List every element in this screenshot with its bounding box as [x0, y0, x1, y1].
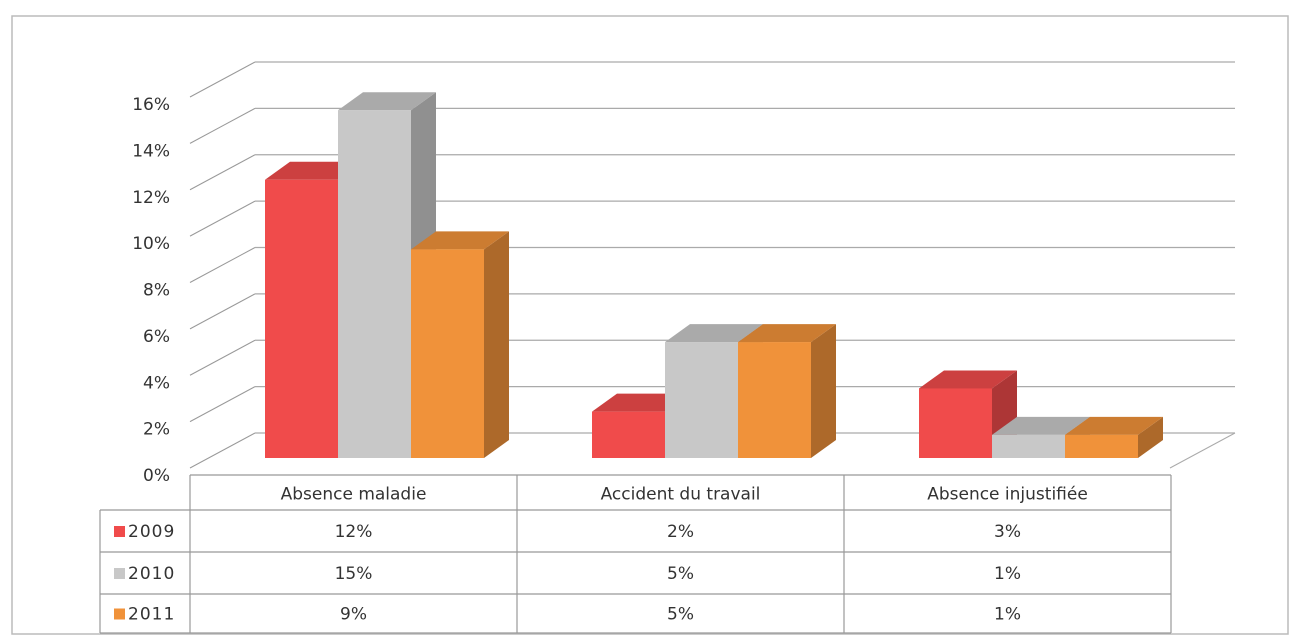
frame	[11, 15, 1289, 635]
x-tick-label: Absence maladie	[281, 485, 427, 505]
bar-top	[1065, 416, 1163, 435]
grid-line-side	[189, 339, 256, 376]
y-tick-label: 16%	[132, 95, 170, 115]
y-tick-label: 12%	[132, 188, 170, 208]
grid-line-side	[189, 61, 256, 98]
bar	[738, 342, 811, 458]
grid-line-side	[189, 293, 256, 330]
legend-swatch	[114, 526, 125, 537]
y-tick-label: 0%	[143, 466, 170, 486]
bar	[265, 179, 338, 458]
y-tick-label: 10%	[132, 234, 170, 254]
grid-line-side	[189, 200, 256, 237]
x-tick-label: Accident du travail	[601, 485, 761, 505]
table-value: 12%	[335, 522, 373, 542]
legend-label: 2011	[128, 605, 175, 625]
bar-top	[919, 370, 1017, 389]
bar	[919, 388, 992, 458]
bar	[992, 434, 1065, 458]
table-value: 5%	[667, 605, 694, 625]
bar-top	[411, 231, 509, 250]
table-value: 1%	[994, 605, 1021, 625]
bar-top	[665, 324, 763, 343]
y-tick-label: 2%	[143, 420, 170, 440]
legend-swatch	[114, 608, 125, 620]
bar-top	[338, 92, 436, 111]
y-tick-label: 6%	[143, 327, 170, 347]
grid-line-side	[189, 154, 256, 191]
legend-label: 2009	[128, 522, 175, 542]
bar	[338, 110, 411, 458]
y-tick-label: 8%	[143, 281, 170, 301]
bar	[1065, 434, 1138, 458]
table-value: 9%	[340, 605, 367, 625]
table-value: 15%	[335, 564, 373, 584]
bar	[411, 249, 484, 458]
grid-line-side	[189, 432, 256, 469]
bar	[592, 411, 665, 458]
table-value: 2%	[667, 522, 694, 542]
grid-line-side	[189, 386, 256, 423]
y-tick-label: 14%	[132, 141, 170, 161]
table-value: 3%	[994, 522, 1021, 542]
bar-top	[992, 416, 1090, 435]
legend-swatch	[114, 568, 125, 579]
grid-line-side	[189, 247, 256, 283]
table-value: 5%	[667, 564, 694, 584]
bar	[665, 342, 738, 458]
floor-edge	[1169, 432, 1236, 469]
bar-side	[1138, 416, 1163, 458]
y-tick-label: 4%	[143, 373, 170, 393]
x-tick-label: Absence injustifiée	[927, 485, 1088, 505]
grid-line-side	[189, 107, 256, 144]
table-value: 1%	[994, 564, 1021, 584]
bar-top	[738, 324, 836, 343]
bar-side	[484, 231, 509, 458]
bar-side	[811, 324, 836, 458]
legend-label: 2010	[128, 564, 175, 584]
